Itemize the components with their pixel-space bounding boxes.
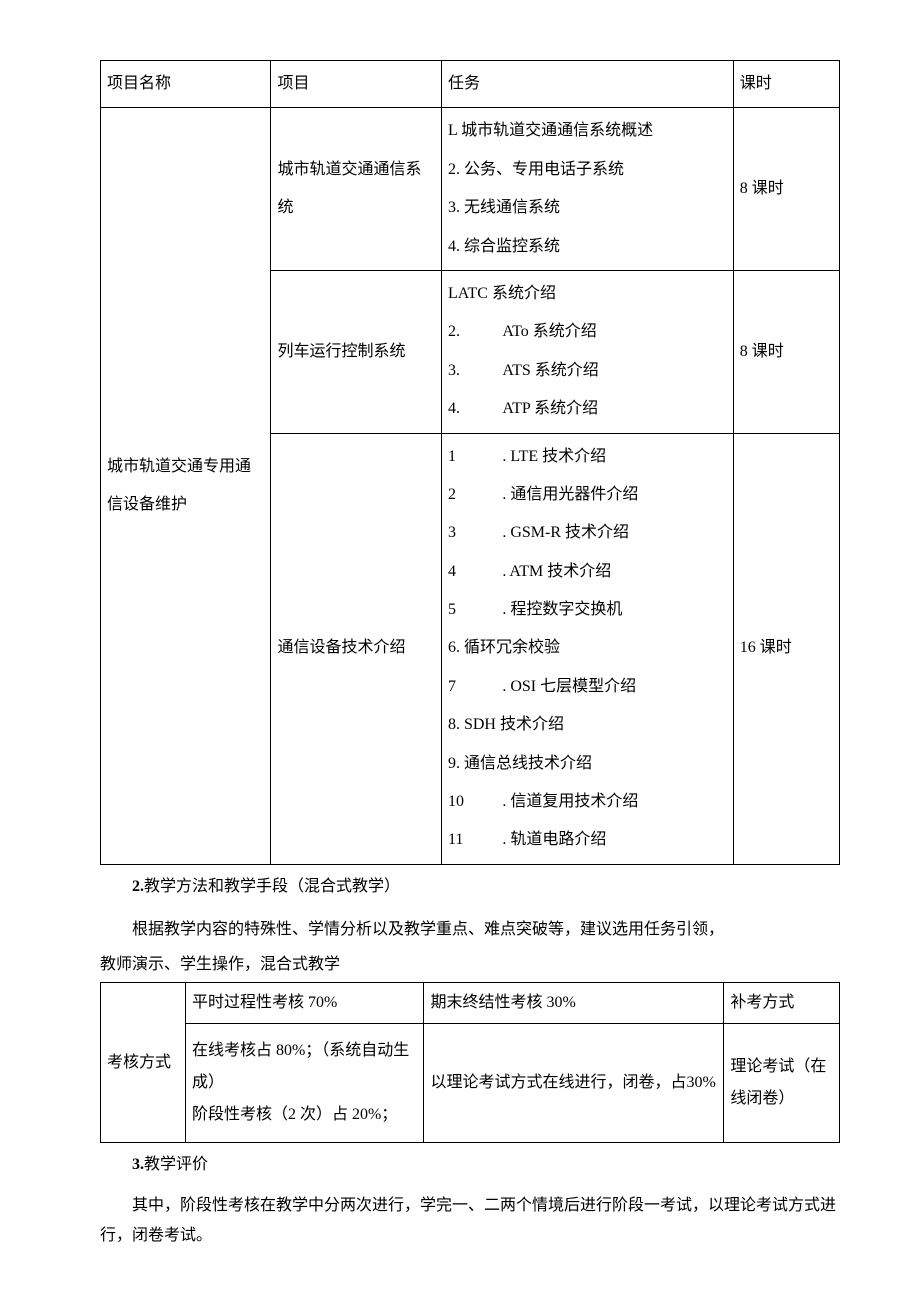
section2-heading-prefix: 2.	[132, 878, 144, 895]
assessment-table: 考核方式平时过程性考核 70%期末终结性考核 30%补考方式在线考核占 80%；…	[100, 982, 840, 1143]
task-line: 2. 公务、专用电话子系统	[448, 151, 727, 189]
assessment-header: 期末终结性考核 30%	[424, 983, 724, 1024]
task-line: 11. 轨道电路介绍	[448, 821, 727, 859]
task-line: 2. 通信用光器件介绍	[448, 476, 727, 514]
course-table: 项目名称项目任务课时城市轨道交通专用通信设备维护城市轨道交通通信系统L 城市轨道…	[100, 60, 840, 865]
hours-cell: 8 课时	[733, 270, 839, 433]
task-line: 7. OSI 七层模型介绍	[448, 668, 727, 706]
assessment-cell: 理论考试（在线闭卷）	[724, 1024, 840, 1143]
section2-heading-text: 教学方法和教学手段（混合式教学）	[144, 878, 400, 895]
task-line: 3. 无线通信系统	[448, 189, 727, 227]
task-line: LATC 系统介绍	[448, 275, 727, 313]
assessment-header: 平时过程性考核 70%	[185, 983, 423, 1024]
task-line: 5. 程控数字交换机	[448, 591, 727, 629]
course-table-header: 项目	[271, 61, 441, 108]
section2-p1: 根据教学内容的特殊性、学情分析以及教学重点、难点突破等，建议选用任务引领，	[100, 912, 840, 947]
course-table-header: 项目名称	[101, 61, 271, 108]
task-line: 10. 信道复用技术介绍	[448, 783, 727, 821]
section3-p1: 其中，阶段性考核在教学中分两次进行，学完一、二两个情境后进行阶段一考试，以理论考…	[100, 1191, 840, 1252]
project-cell: 列车运行控制系统	[271, 270, 441, 433]
task-line: 4. ATM 技术介绍	[448, 553, 727, 591]
task-line: 8. SDH 技术介绍	[448, 706, 727, 744]
assessment-cell: 以理论考试方式在线进行，闭卷，占30%	[424, 1024, 724, 1143]
task-line: 3.ATS 系统介绍	[448, 352, 727, 390]
task-line: 1. LTE 技术介绍	[448, 438, 727, 476]
hours-cell: 16 课时	[733, 433, 839, 864]
project-cell: 通信设备技术介绍	[271, 433, 441, 864]
section3-heading-prefix: 3.	[132, 1156, 144, 1173]
hours-cell: 8 课时	[733, 108, 839, 271]
task-line: L 城市轨道交通通信系统概述	[448, 112, 727, 150]
task-line: 2.ATo 系统介绍	[448, 313, 727, 351]
course-table-header: 任务	[441, 61, 733, 108]
course-table-header: 课时	[733, 61, 839, 108]
project-cell: 城市轨道交通通信系统	[271, 108, 441, 271]
task-line: 3. GSM-R 技术介绍	[448, 514, 727, 552]
assessment-cell: 在线考核占 80%；（系统自动生成）阶段性考核（2 次）占 20%；	[185, 1024, 423, 1143]
row-label-cell: 考核方式	[101, 983, 186, 1143]
section2-heading: 2.教学方法和教学手段（混合式教学）	[100, 869, 840, 904]
task-line: 6. 循环冗余校验	[448, 629, 727, 667]
project-name-cell: 城市轨道交通专用通信设备维护	[101, 108, 271, 864]
tasks-cell: L 城市轨道交通通信系统概述2. 公务、专用电话子系统3. 无线通信系统4. 综…	[441, 108, 733, 271]
section2-p2: 教师演示、学生操作，混合式教学	[100, 947, 840, 982]
task-line: 9. 通信总线技术介绍	[448, 745, 727, 783]
tasks-cell: LATC 系统介绍2.ATo 系统介绍3.ATS 系统介绍4.ATP 系统介绍	[441, 270, 733, 433]
tasks-cell: 1. LTE 技术介绍2. 通信用光器件介绍3. GSM-R 技术介绍4. AT…	[441, 433, 733, 864]
task-line: 4. 综合监控系统	[448, 228, 727, 266]
task-line: 4.ATP 系统介绍	[448, 390, 727, 428]
section3-heading: 3.教学评价	[100, 1147, 840, 1182]
assessment-header: 补考方式	[724, 983, 840, 1024]
section3-heading-text: 教学评价	[144, 1156, 208, 1173]
